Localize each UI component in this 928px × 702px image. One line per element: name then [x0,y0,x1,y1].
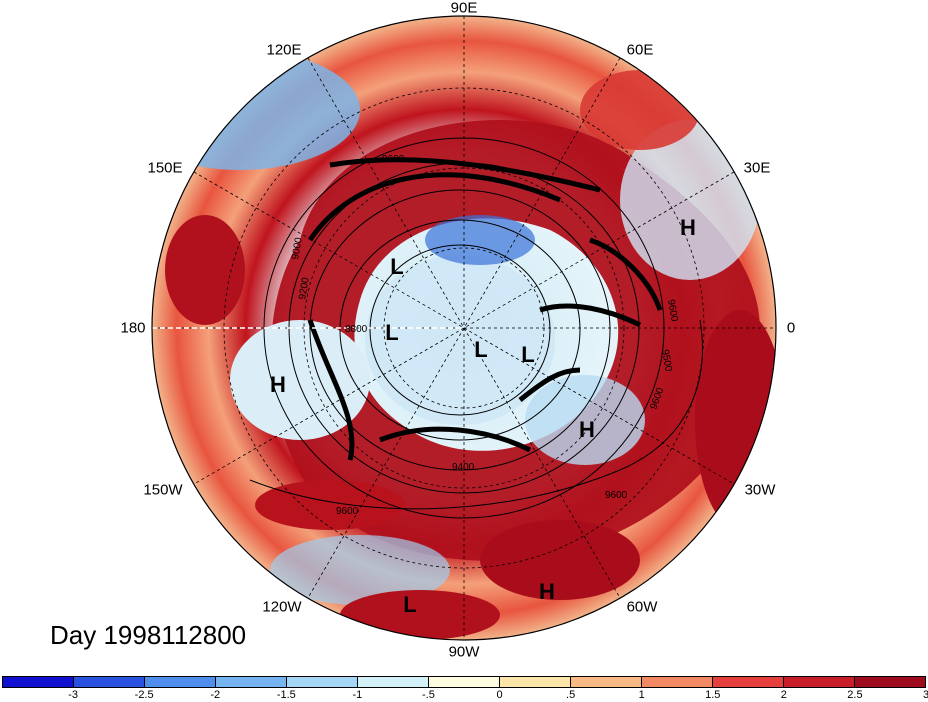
lon-label-180: 180 [120,319,146,337]
low-marker: L [474,337,488,362]
colorbar-tick-label: -.5 [422,689,435,701]
lon-label-30w: 30W [744,481,776,499]
colorbar-swatch [74,677,145,687]
high-marker: H [270,372,286,397]
colorbar-swatch [429,677,500,687]
colorbar-swatch [713,677,784,687]
low-marker: L [390,254,404,279]
low-marker: L [521,342,535,367]
colorbar-swatch [3,677,74,687]
colorbar-tick-label: -1 [352,689,363,701]
graticule [152,16,776,640]
lon-label-150w: 150W [143,481,183,499]
lon-label-90e: 90E [450,0,478,17]
lon-label-120e: 120E [266,41,302,59]
colorbar-swatch [642,677,713,687]
lon-label-30e: 30E [743,159,771,177]
colorbar-swatch [784,677,855,687]
colorbar-swatch [855,677,925,687]
colorbar-tick-label: -1.5 [276,689,296,701]
jet-contours [307,157,663,461]
low-marker: L [403,592,417,617]
high-marker: H [579,417,595,442]
colorbar-tick-label: 2 [780,689,787,701]
colorbar-swatch [500,677,571,687]
lon-label-60e: 60E [626,41,654,59]
lon-label-120w: 120W [262,598,302,616]
colorbar-tick-label: 2.5 [847,689,863,701]
lon-label-90w: 90W [448,643,480,661]
colorbar-tick-label: 0 [496,689,503,701]
colorbar-swatch [216,677,287,687]
lon-label-60w: 60W [626,598,658,616]
date-title: Day 1998112800 [50,620,247,650]
colorbar-tick-label: -2.5 [134,689,154,701]
colorbar-tick-label: 1.5 [705,689,721,701]
colorbar-swatch [358,677,429,687]
colorbar-swatch [145,677,216,687]
high-marker: H [680,215,696,240]
colorbar-tick-label: -2 [210,689,221,701]
colorbar-tick-label: .5 [566,689,576,701]
low-marker: L [385,320,399,345]
colorbar-tick-label: 1 [638,689,645,701]
colorbar-tick-label: 3 [922,689,928,701]
colorbar-swatch [287,677,358,687]
high-marker: H [539,579,555,604]
lon-label-150e: 150E [147,159,183,177]
lon-label-0: 0 [786,319,796,337]
colorbar-swatch [571,677,642,687]
colorbar-tick-label: -3 [68,689,78,701]
colorbar [2,676,926,688]
